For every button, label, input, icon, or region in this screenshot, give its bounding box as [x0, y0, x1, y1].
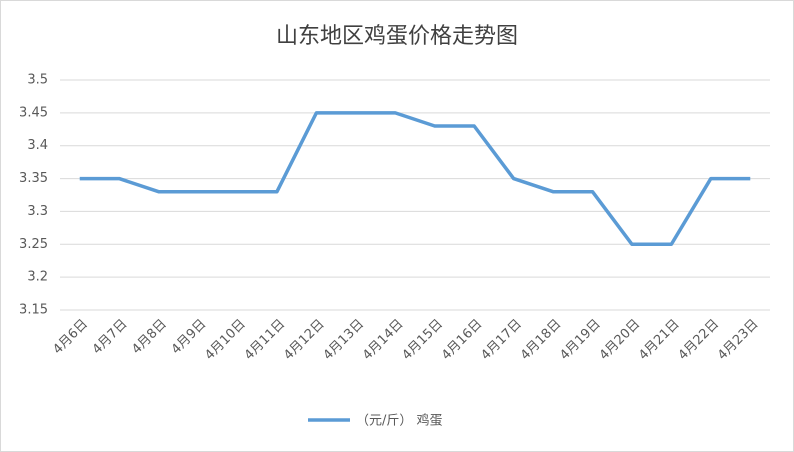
- legend-label: （元/斤） 鸡蛋: [356, 413, 443, 429]
- y-tick-label: 3.15: [19, 303, 48, 318]
- y-tick-label: 3.2: [27, 270, 48, 285]
- y-tick-label: 3.3: [27, 204, 48, 219]
- chart-title: 山东地区鸡蛋价格走势图: [276, 24, 518, 49]
- y-tick-label: 3.35: [19, 171, 48, 186]
- y-tick-label: 3.45: [19, 105, 48, 120]
- y-tick-label: 3.25: [19, 237, 48, 252]
- line-series: [79, 111, 751, 247]
- y-tick-label: 3.5: [27, 73, 48, 88]
- y-tick-label: 3.4: [27, 138, 48, 153]
